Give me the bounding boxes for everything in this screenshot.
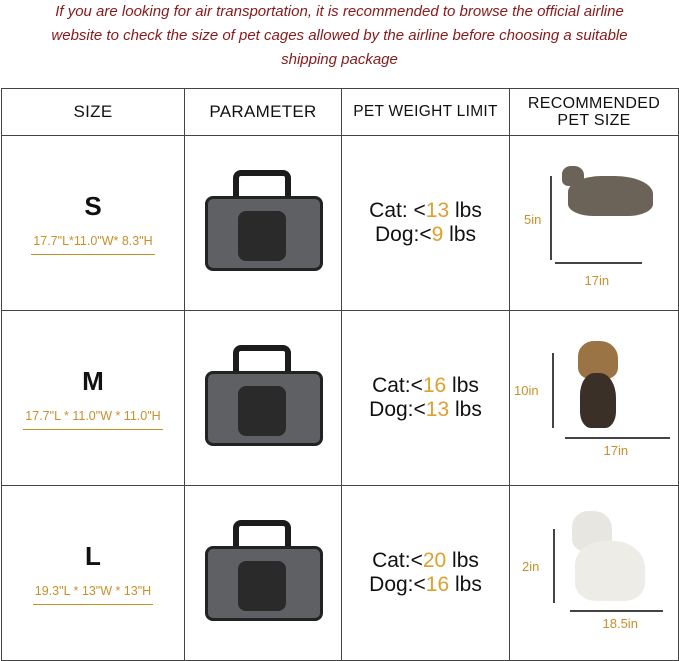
height-measure-line — [550, 176, 552, 260]
table-row: S 17.7"L*11.0"W* 8.3"H Cat: <13 lbs Dog:… — [1, 135, 679, 311]
pet-length-label: 17in — [603, 443, 629, 458]
pet-image — [575, 541, 645, 601]
header-parameter: PARAMETER — [184, 88, 342, 136]
size-label: L — [85, 541, 101, 571]
parameter-cell — [184, 310, 342, 486]
pet-height-label: 10in — [514, 383, 539, 398]
pet-length-label: 17in — [584, 273, 610, 288]
size-label: M — [82, 366, 104, 396]
table-row: L 19.3"L * 13"W * 13"H Cat:<20 lbs Dog:<… — [1, 485, 679, 661]
pet-illustration: 5in 17in — [511, 137, 678, 310]
cat-weight-limit: Cat: <13 lbs — [369, 199, 482, 222]
height-measure-line — [553, 529, 555, 603]
pet-length-label: 18.5in — [602, 616, 638, 631]
pet-height-label: 5in — [524, 212, 542, 227]
header-recommended: RECOMMENDED PET SIZE — [509, 88, 679, 136]
dimensions: 19.3"L * 13"W * 13"H — [32, 584, 154, 605]
cat-weight-limit: Cat:<20 lbs — [372, 549, 479, 572]
size-cell: S 17.7"L*11.0"W* 8.3"H — [1, 135, 185, 311]
header-row: SIZE PARAMETER PET WEIGHT LIMIT RECOMMEN… — [1, 88, 679, 136]
pet-image — [580, 373, 616, 428]
pet-size-cell: 2in 18.5in — [509, 485, 679, 661]
table-row: M 17.7"L * 11.0"W * 11.0"H Cat:<16 lbs D… — [1, 310, 679, 486]
size-label: S — [84, 191, 102, 221]
pet-illustration: 2in 18.5in — [511, 487, 678, 660]
weight-cell: Cat:<16 lbs Dog:<13 lbs — [341, 310, 510, 486]
pet-carrier-bag-image — [193, 341, 333, 456]
pet-size-cell: 10in 17in — [509, 310, 679, 486]
pet-illustration: 10in 17in — [511, 312, 678, 485]
dog-weight-limit: Dog:<9 lbs — [375, 223, 476, 246]
notice-line: website to check the size of pet cages a… — [51, 27, 628, 44]
pet-carrier-bag-image — [193, 166, 333, 281]
notice-line: shipping package — [281, 51, 398, 68]
header-size: SIZE — [1, 88, 185, 136]
pet-carrier-bag-image — [193, 516, 333, 631]
length-measure-line — [565, 437, 670, 439]
header-weight: PET WEIGHT LIMIT — [341, 88, 510, 136]
cat-weight-limit: Cat:<16 lbs — [372, 374, 479, 397]
size-cell: L 19.3"L * 13"W * 13"H — [1, 485, 185, 661]
pet-image — [578, 341, 618, 379]
dimensions: 17.7"L * 11.0"W * 11.0"H — [23, 409, 163, 430]
length-measure-line — [555, 262, 642, 264]
parameter-cell — [184, 485, 342, 661]
weight-cell: Cat:<20 lbs Dog:<16 lbs — [341, 485, 510, 661]
notice-line: If you are looking for air transportatio… — [55, 3, 624, 20]
pet-height-label: 2in — [522, 559, 540, 574]
dog-weight-limit: Dog:<13 lbs — [369, 398, 482, 421]
dimensions: 17.7"L*11.0"W* 8.3"H — [31, 234, 155, 255]
size-cell: M 17.7"L * 11.0"W * 11.0"H — [1, 310, 185, 486]
weight-cell: Cat: <13 lbs Dog:<9 lbs — [341, 135, 510, 311]
dog-weight-limit: Dog:<16 lbs — [369, 573, 482, 596]
airline-notice: If you are looking for air transportatio… — [0, 0, 679, 72]
pet-size-cell: 5in 17in — [509, 135, 679, 311]
pet-image — [562, 166, 584, 186]
parameter-cell — [184, 135, 342, 311]
size-chart-table: SIZE PARAMETER PET WEIGHT LIMIT RECOMMEN… — [1, 88, 679, 661]
height-measure-line — [552, 353, 554, 428]
length-measure-line — [570, 610, 663, 612]
